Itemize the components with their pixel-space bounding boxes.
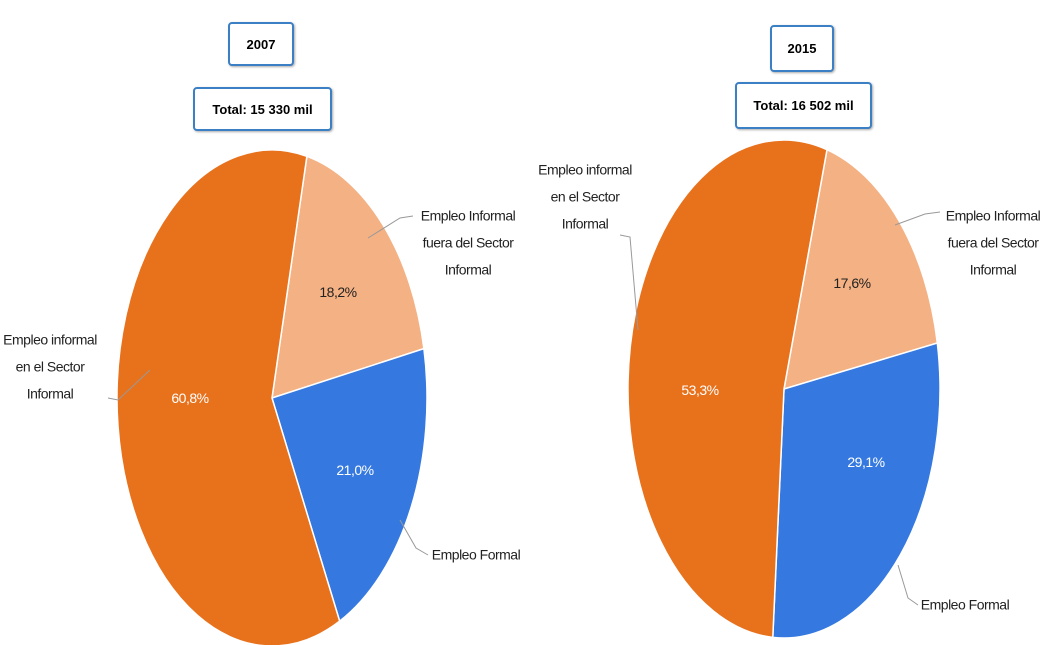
pie-slice (783, 148, 939, 391)
pie-slice (271, 155, 425, 400)
leader-line (897, 564, 919, 606)
pie-slice (271, 347, 428, 623)
value-label: 29,1% (847, 454, 885, 470)
leader-line (399, 519, 429, 556)
leader-line (107, 369, 151, 401)
slice-label: Empleo Informal fuera del Sector Informa… (420, 207, 516, 278)
slice-label: Empleo Formal (920, 596, 1010, 613)
leader-line (367, 215, 414, 239)
chart-subtitle: Total: 15 330 mil (193, 87, 332, 131)
chart-title: 2007 (228, 22, 294, 66)
value-label: 60,8% (171, 390, 209, 406)
slice-label: Empleo informal en el Sector Informal (538, 161, 632, 232)
leader-line (894, 211, 941, 226)
slice-label: Empleo Informal fuera del Sector Informa… (945, 207, 1041, 278)
leader-line (619, 234, 639, 331)
pie-slice (772, 342, 941, 639)
value-label: 53,3% (681, 382, 719, 398)
pie-slice (627, 139, 828, 639)
chart-title: 2015 (770, 25, 834, 72)
slice-label: Empleo informal en el Sector Informal (3, 331, 97, 402)
value-label: 17,6% (833, 275, 871, 291)
value-label: 21,0% (336, 462, 374, 478)
pie-slice (116, 149, 341, 645)
chart-subtitle: Total: 16 502 mil (735, 82, 872, 129)
value-label: 18,2% (319, 284, 357, 300)
slice-label: Empleo Formal (431, 546, 521, 563)
